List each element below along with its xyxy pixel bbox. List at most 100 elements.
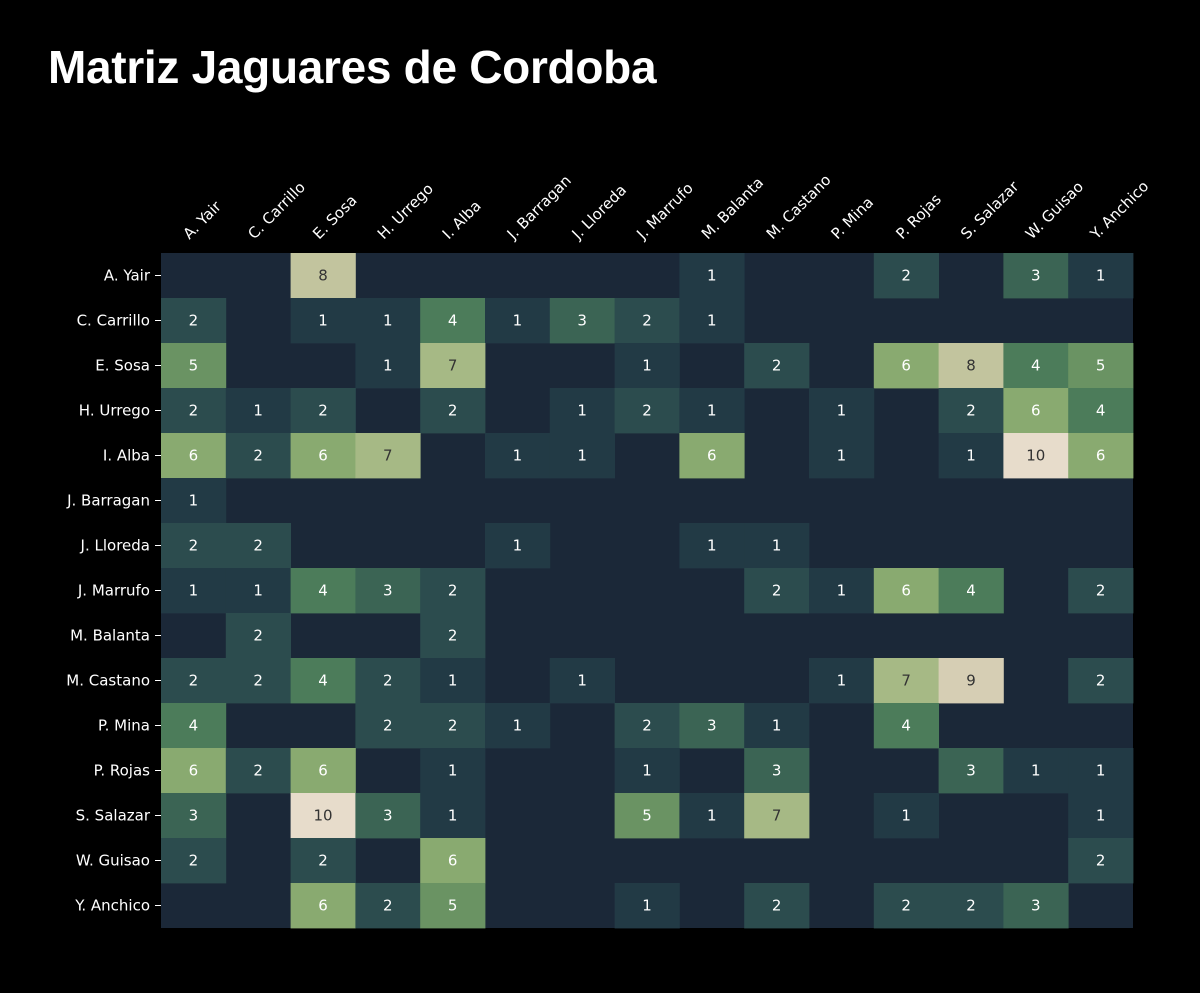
cell-value-label: 2 bbox=[189, 852, 199, 870]
cell-value-label: 4 bbox=[1031, 357, 1041, 375]
heatmap-cell-e-sosa-w-guisao bbox=[1003, 343, 1069, 389]
heatmap-cell-y-anchico-p-rojas bbox=[873, 883, 939, 929]
cell-value-label: 1 bbox=[513, 447, 523, 465]
cell-value-label: 1 bbox=[1031, 762, 1041, 780]
heatmap-cell-h-urrego-a-yair bbox=[161, 388, 227, 434]
cell-value-label: 7 bbox=[383, 447, 393, 465]
row-label-p-rojas: P. Rojas bbox=[94, 762, 151, 780]
cell-value-label: 2 bbox=[901, 267, 911, 285]
cell-value-label: 2 bbox=[189, 402, 199, 420]
row-label-j-marrufo: J. Marrufo bbox=[77, 582, 150, 600]
heatmap-cell-i-alba-s-salazar bbox=[938, 433, 1004, 479]
cell-value-label: 1 bbox=[642, 897, 652, 915]
cell-value-label: 6 bbox=[901, 357, 911, 375]
cell-value-label: 3 bbox=[383, 807, 393, 825]
heatmap-cell-j-marrufo-p-rojas bbox=[873, 568, 939, 614]
heatmap-cell-c-carrillo-m-balanta bbox=[679, 298, 745, 344]
cell-value-label: 1 bbox=[513, 717, 523, 735]
heatmap-cell-p-mina-p-rojas bbox=[873, 703, 939, 749]
heatmap-cell-i-alba-m-balanta bbox=[679, 433, 745, 479]
heatmap-cell-i-alba-w-guisao bbox=[1003, 433, 1069, 479]
cell-value-label: 1 bbox=[318, 312, 328, 330]
cell-value-label: 5 bbox=[1096, 357, 1106, 375]
cell-value-label: 2 bbox=[189, 312, 199, 330]
heatmap-cell-e-sosa-s-salazar bbox=[938, 343, 1004, 389]
heatmap-cell-m-castano-s-salazar bbox=[938, 658, 1004, 704]
heatmap-cell-i-alba-j-barragan bbox=[485, 433, 551, 479]
heatmap-cell-m-castano-i-alba bbox=[420, 658, 486, 704]
heatmap-cell-j-marrufo-i-alba bbox=[420, 568, 486, 614]
cell-value-label: 2 bbox=[383, 672, 393, 690]
column-label-j-lloreda: J. Lloreda bbox=[568, 181, 631, 244]
heatmap-cell-h-urrego-w-guisao bbox=[1003, 388, 1069, 434]
column-label-p-rojas: P. Rojas bbox=[892, 190, 945, 243]
cell-value-label: 1 bbox=[966, 447, 976, 465]
heatmap-cell-h-urrego-i-alba bbox=[420, 388, 486, 434]
heatmap-cell-m-castano-p-mina bbox=[809, 658, 875, 704]
cell-value-label: 2 bbox=[772, 897, 782, 915]
heatmap-cell-i-alba-j-lloreda bbox=[549, 433, 615, 479]
heatmap-cell-j-lloreda-m-castano bbox=[744, 523, 810, 569]
heatmap-cell-s-salazar-i-alba bbox=[420, 793, 486, 839]
cell-value-label: 3 bbox=[1031, 897, 1041, 915]
heatmap-cell-e-sosa-m-castano bbox=[744, 343, 810, 389]
cell-value-label: 5 bbox=[642, 807, 652, 825]
heatmap-cell-e-sosa-j-marrufo bbox=[614, 343, 680, 389]
heatmap-cell-i-alba-e-sosa bbox=[290, 433, 356, 479]
heatmap-cell-c-carrillo-h-urrego bbox=[355, 298, 421, 344]
column-label-p-mina: P. Mina bbox=[828, 193, 878, 243]
cell-value-label: 1 bbox=[383, 357, 393, 375]
heatmap-cell-y-anchico-h-urrego bbox=[355, 883, 421, 929]
row-label-y-anchico: Y. Anchico bbox=[74, 897, 150, 915]
column-label-a-yair: A. Yair bbox=[180, 197, 226, 243]
cell-value-label: 2 bbox=[448, 402, 458, 420]
heatmap-cell-p-rojas-a-yair bbox=[161, 748, 227, 794]
cell-value-label: 3 bbox=[189, 807, 199, 825]
cell-value-label: 1 bbox=[642, 762, 652, 780]
cell-value-label: 1 bbox=[577, 672, 587, 690]
cell-value-label: 1 bbox=[707, 402, 717, 420]
heatmap-cell-p-rojas-s-salazar bbox=[938, 748, 1004, 794]
cell-value-label: 2 bbox=[1096, 672, 1106, 690]
cell-value-label: 2 bbox=[253, 537, 263, 555]
row-label-e-sosa: E. Sosa bbox=[95, 357, 150, 375]
column-label-h-urrego: H. Urrego bbox=[374, 180, 437, 243]
cell-value-label: 7 bbox=[901, 672, 911, 690]
row-label-m-castano: M. Castano bbox=[66, 672, 150, 690]
heatmap-cell-c-carrillo-j-barragan bbox=[485, 298, 551, 344]
cell-value-label: 3 bbox=[383, 582, 393, 600]
cell-value-label: 1 bbox=[1096, 762, 1106, 780]
heatmap-cell-p-mina-j-marrufo bbox=[614, 703, 680, 749]
heatmap-cell-j-marrufo-a-yair bbox=[161, 568, 227, 614]
cell-value-label: 2 bbox=[253, 762, 263, 780]
cell-value-label: 2 bbox=[253, 447, 263, 465]
heatmap-cell-c-carrillo-j-marrufo bbox=[614, 298, 680, 344]
heatmap-cell-p-rojas-w-guisao bbox=[1003, 748, 1069, 794]
heatmap-cell-m-castano-e-sosa bbox=[290, 658, 356, 704]
heatmap-cell-h-urrego-m-balanta bbox=[679, 388, 745, 434]
cell-value-label: 2 bbox=[772, 357, 782, 375]
column-label-s-salazar: S. Salazar bbox=[957, 177, 1023, 243]
heatmap-cell-w-guisao-i-alba bbox=[420, 838, 486, 884]
row-label-h-urrego: H. Urrego bbox=[79, 402, 150, 420]
row-label-j-lloreda: J. Lloreda bbox=[80, 537, 150, 555]
cell-value-label: 2 bbox=[642, 717, 652, 735]
heatmap-cell-j-lloreda-m-balanta bbox=[679, 523, 745, 569]
cell-value-label: 2 bbox=[253, 627, 263, 645]
heatmap-cell-a-yair-m-balanta bbox=[679, 253, 745, 299]
column-label-w-guisao: W. Guisao bbox=[1022, 178, 1087, 243]
heatmap-cell-s-salazar-m-castano bbox=[744, 793, 810, 839]
cell-value-label: 6 bbox=[448, 852, 458, 870]
cell-value-label: 1 bbox=[772, 717, 782, 735]
heatmap-cell-a-yair-p-rojas bbox=[873, 253, 939, 299]
heatmap-cell-y-anchico-s-salazar bbox=[938, 883, 1004, 929]
heatmap-cell-m-castano-p-rojas bbox=[873, 658, 939, 704]
cell-value-label: 2 bbox=[189, 672, 199, 690]
cell-value-label: 1 bbox=[707, 267, 717, 285]
cell-value-label: 6 bbox=[1031, 402, 1041, 420]
heatmap-cell-s-salazar-a-yair bbox=[161, 793, 227, 839]
heatmap-cell-i-alba-a-yair bbox=[161, 433, 227, 479]
cell-value-label: 2 bbox=[448, 627, 458, 645]
column-label-m-balanta: M. Balanta bbox=[698, 174, 767, 243]
cell-value-label: 2 bbox=[966, 897, 976, 915]
